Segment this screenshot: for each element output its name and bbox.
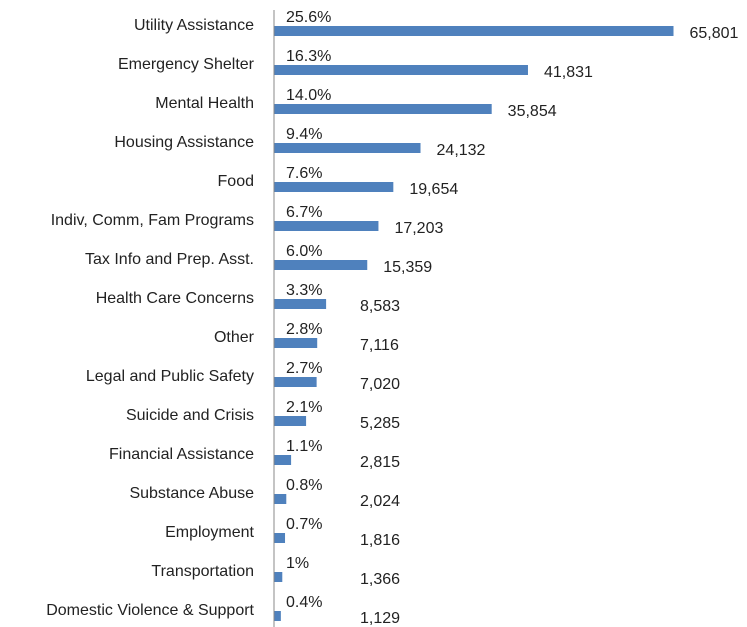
value-label: 1,816: [360, 532, 400, 549]
percent-label: 25.6%: [286, 9, 331, 26]
value-label: 2,815: [360, 454, 400, 471]
category-label: Legal and Public Safety: [86, 368, 254, 385]
percent-label: 9.4%: [286, 126, 322, 143]
value-label: 35,854: [508, 103, 557, 120]
value-label: 15,359: [383, 259, 432, 276]
percent-label: 7.6%: [286, 165, 322, 182]
category-label: Other: [214, 329, 255, 346]
bar: [274, 26, 674, 36]
percent-label: 0.4%: [286, 594, 322, 611]
percent-label: 1.1%: [286, 438, 322, 455]
value-label: 41,831: [544, 64, 593, 81]
category-label: Emergency Shelter: [118, 56, 255, 73]
bar: [274, 377, 317, 387]
percent-label: 3.3%: [286, 282, 322, 299]
category-label: Health Care Concerns: [96, 290, 254, 307]
percent-label: 1%: [286, 555, 309, 572]
value-label: 2,024: [360, 493, 400, 510]
bar: [274, 533, 286, 543]
bar: [274, 182, 394, 192]
value-label: 17,203: [394, 220, 443, 237]
bar: [274, 260, 368, 270]
percent-label: 16.3%: [286, 48, 331, 65]
category-label: Indiv, Comm, Fam Programs: [51, 212, 254, 229]
bar: [274, 338, 318, 348]
category-label: Mental Health: [155, 95, 254, 112]
percent-label: 0.7%: [286, 516, 322, 533]
value-label: 8,583: [360, 298, 400, 315]
category-label: Domestic Violence & Support: [46, 602, 254, 619]
value-label: 7,116: [360, 337, 399, 354]
bar: [274, 104, 492, 114]
category-label: Food: [218, 173, 254, 190]
percent-label: 6.0%: [286, 243, 322, 260]
bar: [274, 299, 327, 309]
percent-label: 6.7%: [286, 204, 322, 221]
value-label: 1,366: [360, 571, 400, 588]
value-label: 19,654: [409, 181, 458, 198]
percent-label: 2.1%: [286, 399, 322, 416]
value-label: 24,132: [437, 142, 486, 159]
bar: [274, 221, 379, 231]
bar: [274, 416, 307, 426]
bar: [274, 65, 528, 75]
category-label: Utility Assistance: [134, 17, 254, 34]
value-label: 5,285: [360, 415, 400, 432]
category-label: Transportation: [151, 563, 254, 580]
value-label: 1,129: [360, 610, 400, 627]
category-label: Tax Info and Prep. Asst.: [85, 251, 254, 268]
percent-label: 0.8%: [286, 477, 322, 494]
value-label: 7,020: [360, 376, 400, 393]
value-label: 65,801: [690, 25, 739, 42]
bar: [274, 455, 292, 465]
percent-label: 14.0%: [286, 87, 331, 104]
category-label: Substance Abuse: [129, 485, 254, 502]
category-label: Financial Assistance: [109, 446, 254, 463]
bar: [274, 572, 283, 582]
percent-label: 2.7%: [286, 360, 322, 377]
bar: [274, 611, 281, 621]
bar: [274, 143, 421, 153]
category-label: Housing Assistance: [114, 134, 254, 151]
bar: [274, 494, 287, 504]
category-label: Suicide and Crisis: [126, 407, 254, 424]
category-label: Employment: [165, 524, 254, 541]
percent-label: 2.8%: [286, 321, 322, 338]
